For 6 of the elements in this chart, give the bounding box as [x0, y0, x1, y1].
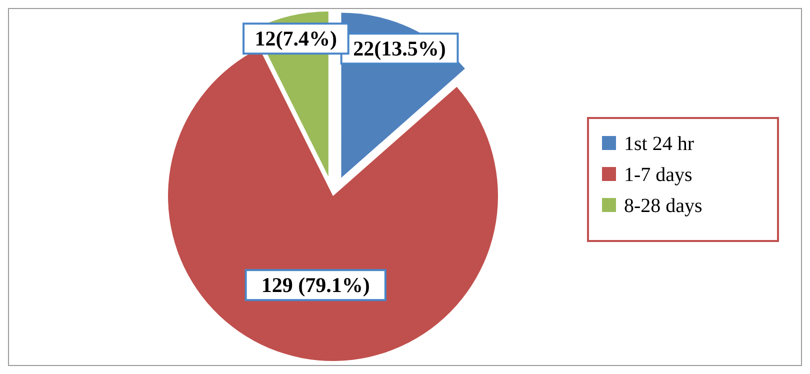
legend-label: 1st 24 hr	[624, 133, 694, 155]
legend-label: 1-7 days	[624, 164, 693, 186]
data-label: 129 (79.1%)	[261, 273, 370, 298]
data-label: 22(13.5%)	[353, 36, 446, 61]
legend-label: 8-28 days	[624, 195, 703, 217]
data-label: 12(7.4%)	[254, 26, 338, 51]
